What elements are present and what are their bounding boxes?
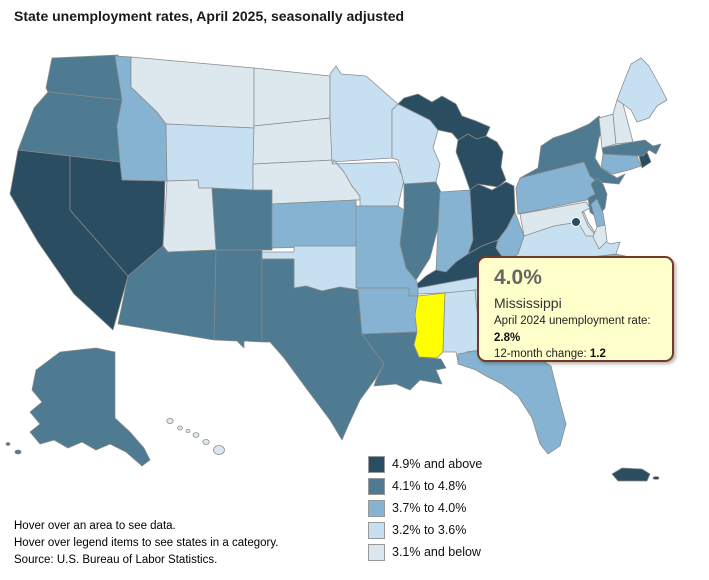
legend-swatch [368, 477, 385, 495]
hawaii-island[interactable] [166, 418, 174, 424]
tooltip-change-line: 12-month change: 1.2 [494, 346, 664, 363]
tooltip-previous-rate-value: 2.8% [494, 331, 521, 344]
state-wy[interactable] [165, 123, 255, 191]
state-nd[interactable] [253, 67, 331, 127]
alaska-aleutian-island[interactable] [5, 442, 11, 446]
state-ks[interactable] [271, 199, 359, 249]
state-ut[interactable] [162, 179, 217, 253]
state-de[interactable] [590, 198, 606, 228]
legend-label: 3.1% and below [392, 545, 481, 559]
state-ct[interactable] [600, 153, 642, 175]
state-mi[interactable] [397, 93, 507, 191]
legend-item-0[interactable]: 4.9% and above [368, 453, 482, 475]
legend-item-4[interactable]: 3.1% and below [368, 541, 482, 563]
hawaii-island[interactable] [177, 425, 183, 431]
state-nm[interactable] [213, 249, 263, 349]
state-ma[interactable] [601, 139, 662, 157]
tooltip-state-name: Mississippi [494, 295, 562, 311]
alaska-aleutian-island[interactable] [14, 449, 22, 455]
state-dc-marker[interactable] [571, 217, 581, 227]
territory-pr-vieques[interactable] [652, 476, 660, 480]
hawaii-island[interactable] [202, 439, 210, 445]
state-ar[interactable] [357, 287, 419, 335]
legend-label: 4.1% to 4.8% [392, 479, 467, 493]
state-ia[interactable] [331, 159, 405, 207]
legend-item-3[interactable]: 3.2% to 3.6% [368, 519, 482, 541]
legend-swatch [368, 499, 385, 517]
state-mn[interactable] [329, 65, 399, 163]
legend-label: 3.7% to 4.0% [392, 501, 467, 515]
tooltip-previous-rate-line: April 2024 unemployment rate: 2.8% [494, 313, 664, 346]
legend-swatch [368, 455, 385, 473]
hawaii-island[interactable] [213, 445, 225, 455]
footer-notes: Hover over an area to see data. Hover ov… [14, 518, 278, 569]
state-tx[interactable] [261, 258, 385, 441]
tooltip-change-value: 1.2 [589, 348, 606, 360]
hover-tooltip: 4.0% Mississippi April 2024 unemployment… [477, 256, 674, 362]
legend-swatch [368, 543, 385, 561]
state-md-eastern-shore[interactable] [592, 224, 608, 250]
territory-pr[interactable] [611, 467, 651, 482]
legend-label: 3.2% to 3.6% [392, 523, 467, 537]
tooltip-rate: 4.0% [494, 266, 542, 289]
legend-item-2[interactable]: 3.7% to 4.0% [368, 497, 482, 519]
tooltip-change-label: 12-month change: [494, 348, 590, 360]
page-title: State unemployment rates, April 2025, se… [14, 8, 405, 24]
states-group [5, 54, 668, 482]
legend-item-1[interactable]: 4.1% to 4.8% [368, 475, 482, 497]
state-il[interactable] [399, 181, 442, 281]
tooltip-previous-rate-label: April 2024 unemployment rate: [494, 315, 651, 327]
map-legend: 4.9% and above 4.1% to 4.8% 3.7% to 4.0% 3.… [368, 453, 482, 563]
hawaii-island[interactable] [185, 428, 191, 434]
hawaii-island[interactable] [192, 432, 200, 438]
state-co[interactable] [211, 187, 273, 251]
state-wv[interactable] [495, 211, 525, 263]
state-me[interactable] [616, 57, 668, 123]
state-ak[interactable] [29, 347, 151, 467]
legend-swatch [368, 521, 385, 539]
state-ms[interactable] [413, 292, 446, 359]
state-nh[interactable] [612, 99, 634, 145]
footer-source: Source: U.S. Bureau of Labor Statistics. [14, 554, 218, 566]
legend-label: 4.9% and above [392, 457, 483, 471]
footer-hint-legend: Hover over legend items to see states in… [14, 537, 279, 549]
footer-hint-area: Hover over an area to see data. [14, 520, 176, 532]
